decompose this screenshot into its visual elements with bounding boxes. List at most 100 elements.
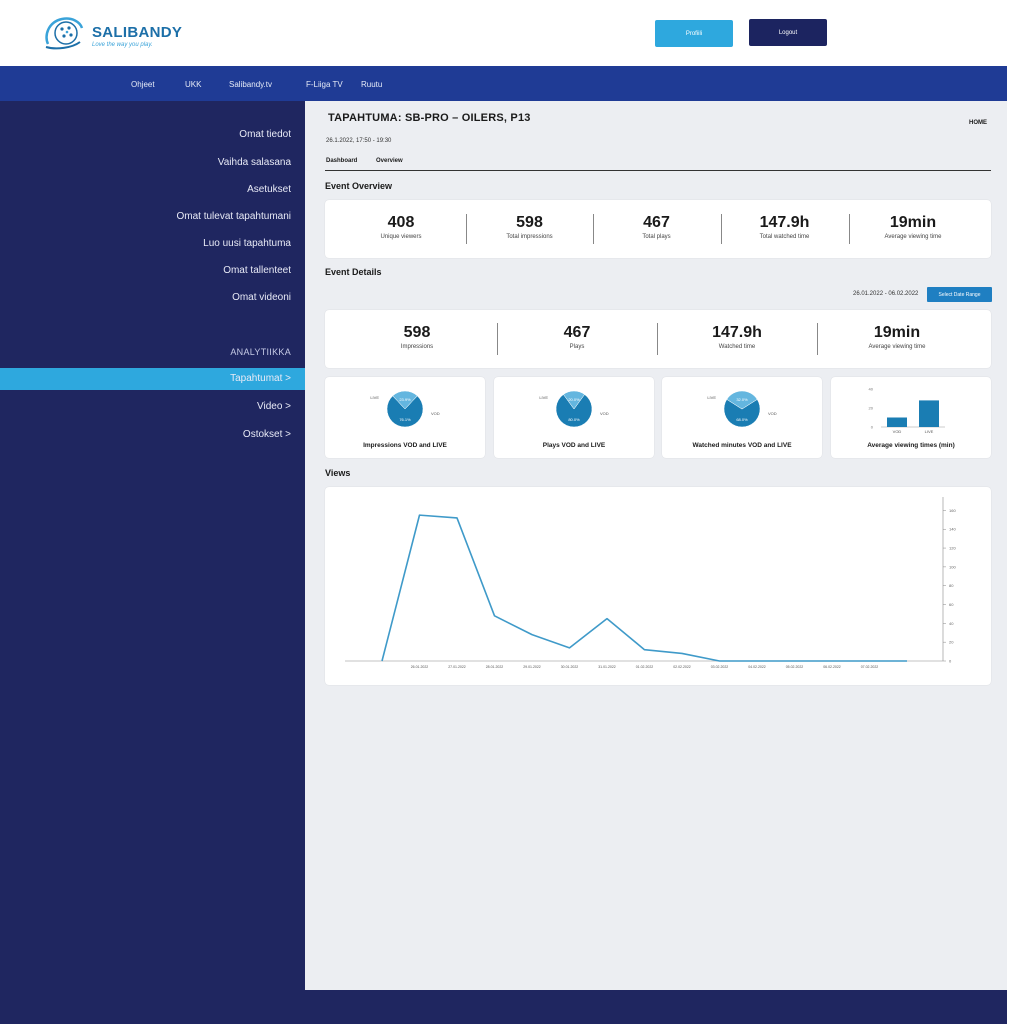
views-y-tick-label: 100 (949, 564, 956, 569)
impressions-pie-card: 76.1% 23.9% LIVE VOD Impressions VOD and LI… (325, 377, 485, 458)
page-edge (1007, 0, 1019, 1024)
stat-label: Unique viewers (380, 234, 422, 240)
pie-slice-vod (563, 390, 585, 410)
nav-link-ruutu[interactable]: Ruutu (361, 80, 383, 89)
top-navigation: Ohjeet UKK Salibandy.tv F-Liiga TV Ruutu (0, 66, 1007, 101)
pie-slice-value: 23.9% (399, 397, 411, 402)
views-line-chart: 0 20 40 60 80 100 120 140 160 26.01.2022 27.01.202… (345, 497, 956, 669)
sidebar-section-analytiikka: ANALYTIIKKA (230, 347, 291, 357)
views-x-tick-label: 31.01.2022 (598, 665, 616, 669)
profile-button[interactable]: Profiili (655, 20, 733, 47)
stat-value: 598 (403, 324, 431, 341)
sidebar-item-omat-tallenteet[interactable]: Omat tallenteet (223, 265, 291, 276)
views-x-tick-label: 30.01.2022 (561, 665, 579, 669)
header: SALIBANDY Love the way you play. Profiil… (0, 0, 1007, 66)
watched-minutes-pie-card: 68.0% 32.0% LIVE VOD Watched minutes VOD an… (662, 377, 822, 458)
footer (0, 990, 1007, 1024)
stat-divider (657, 323, 658, 355)
tab-overview[interactable]: Overview (376, 158, 403, 164)
bar-vod (887, 417, 907, 427)
stat-value: 467 (643, 214, 670, 231)
pie-slice-vod (726, 390, 758, 410)
stat-label: Average viewing time (884, 234, 942, 240)
stat-total-plays: 467 Total plays (593, 200, 720, 258)
views-x-tick-label: 27.01.2022 (448, 665, 466, 669)
views-x-tick-label: 07.02.2022 (861, 665, 879, 669)
brand-name: SALIBANDY (92, 24, 183, 41)
event-overview-title: Event Overview (325, 181, 393, 191)
sidebar-item-asetukset[interactable]: Asetukset (247, 184, 291, 195)
bar-y-tick: 0 (871, 425, 874, 430)
views-x-tick-label: 28.01.2022 (486, 665, 504, 669)
pie-legend-vod: VOD (768, 411, 777, 416)
sidebar-item-vaihda-salasana[interactable]: Vaihda salasana (217, 157, 291, 168)
pie-slice-value: 80.0% (568, 417, 580, 422)
logout-button[interactable]: Logout (749, 19, 827, 46)
nav-link-f-liiga-tv[interactable]: F-Liiga TV (306, 80, 343, 89)
views-x-tick-label: 03.02.2022 (711, 665, 729, 669)
sidebar-item-omat-tulevat-tapahtumani[interactable]: Omat tulevat tapahtumani (176, 211, 291, 222)
stat-label: Watched time (718, 344, 756, 350)
views-x-tick-label: 26.01.2022 (411, 665, 429, 669)
brand-tagline: Love the way you play. (92, 42, 153, 48)
date-range-text: 26.01.2022 - 06.02.2022 (853, 291, 919, 297)
stat-value: 147.9h (712, 324, 762, 341)
select-date-range-button[interactable]: Select Date Range (927, 287, 992, 302)
brand-logo[interactable]: SALIBANDY Love the way you play. (42, 14, 212, 54)
bar-y-tick: 20 (869, 406, 874, 411)
stat-value: 598 (516, 214, 543, 231)
nav-link-salibandy-tv[interactable]: Salibandy.tv (229, 80, 272, 89)
views-x-tick-label: 01.02.2022 (636, 665, 654, 669)
views-chart-card: 0 20 40 60 80 100 120 140 160 26.01.2022 27.01.202… (325, 487, 991, 685)
avg-viewing-bar-card: 0 20 40 VOD LIVE Average viewing times (min) (831, 377, 991, 458)
avg-viewing-bar-chart: 0 20 40 VOD LIVE (869, 387, 945, 434)
stat-value: 467 (563, 324, 591, 341)
stat-total-watched-time: 147.9h Total watched time (721, 200, 848, 258)
views-y-tick-label: 120 (949, 546, 956, 551)
event-date-time: 26.1.2022, 17:50 - 19:30 (326, 138, 392, 144)
home-link[interactable]: HOME (969, 120, 987, 126)
views-x-tick-label: 05.02.2022 (786, 665, 804, 669)
stat-label: Total watched time (759, 234, 810, 240)
chart-title: Watched minutes VOD and LIVE (692, 442, 792, 449)
chart-title: Average viewing times (min) (867, 442, 955, 449)
sidebar-item-video[interactable]: Video > (256, 401, 291, 412)
stat-label: Average viewing time (868, 344, 926, 350)
plays-pie-card: 80.0% 20.0% LIVE VOD Plays VOD and LIVE (494, 377, 654, 458)
sidebar-item-tapahtumat[interactable]: Tapahtumat > (230, 373, 291, 384)
nav-link-ukk[interactable]: UKK (185, 80, 202, 89)
floorball-logo-icon (45, 17, 84, 50)
event-details-title: Event Details (325, 267, 382, 277)
views-x-tick-label: 06.02.2022 (823, 665, 841, 669)
stat-watched-time: 147.9h Watched time (657, 310, 817, 368)
pie-legend-live: LIVE (707, 395, 716, 400)
pie-slice-live (555, 394, 593, 428)
nav-link-ohjeet[interactable]: Ohjeet (131, 80, 155, 89)
views-y-tick-label: 40 (949, 621, 954, 626)
sidebar-item-omat-tiedot[interactable]: Omat tiedot (239, 129, 291, 140)
stat-value: 19min (889, 214, 937, 231)
stat-divider (593, 214, 594, 244)
views-x-tick-label: 29.01.2022 (523, 665, 541, 669)
stat-plays: 467 Plays (497, 310, 657, 368)
views-x-tick-label: 02.02.2022 (673, 665, 691, 669)
sidebar-item-luo-uusi-tapahtuma[interactable]: Luo uusi tapahtuma (203, 238, 291, 249)
stat-divider (817, 323, 818, 355)
sidebar-item-ostokset[interactable]: Ostokset > (242, 429, 291, 440)
sidebar-item-omat-videoni[interactable]: Omat videoni (232, 292, 291, 303)
views-title: Views (325, 468, 351, 478)
tab-dashboard[interactable]: Dashboard (326, 158, 358, 164)
chart-title: Impressions VOD and LIVE (363, 442, 447, 449)
plays-pie-chart: 80.0% 20.0% LIVE VOD (539, 390, 609, 428)
views-y-tick-label: 60 (949, 602, 954, 607)
watched-minutes-pie-chart: 68.0% 32.0% LIVE VOD (707, 390, 777, 428)
views-series-line (381, 514, 907, 662)
stat-average-viewing-time-detail: 19min Average viewing time (817, 310, 977, 368)
stat-label: Impressions (400, 344, 434, 350)
stat-divider (721, 214, 722, 244)
tab-underline (325, 170, 991, 171)
stat-total-impressions: 598 Total impressions (466, 200, 593, 258)
views-y-tick-label: 0 (949, 659, 952, 664)
pie-slice-live (386, 395, 424, 428)
stat-value: 147.9h (759, 214, 810, 231)
